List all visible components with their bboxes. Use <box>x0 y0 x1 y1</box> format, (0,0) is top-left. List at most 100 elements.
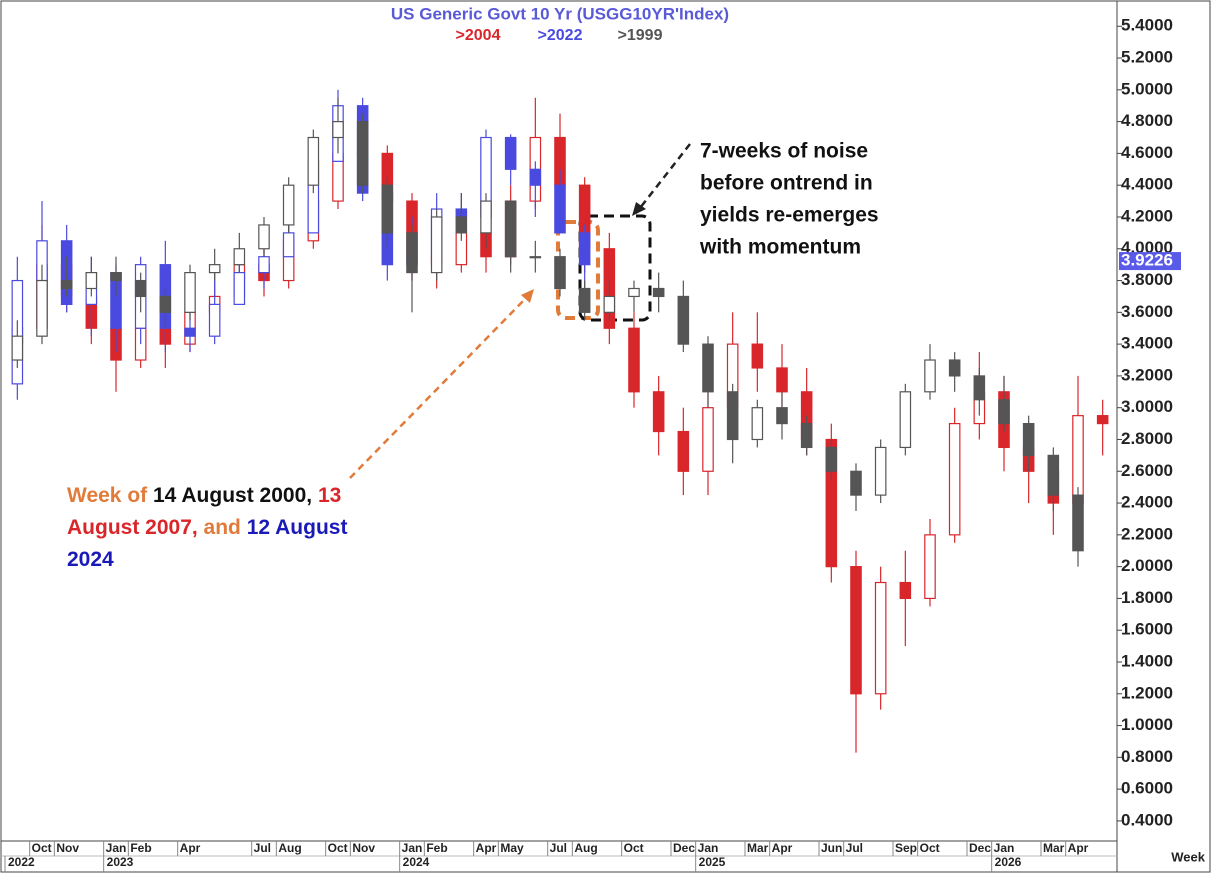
candle-body <box>258 224 270 250</box>
annotation-line: before ontrend in <box>700 172 873 195</box>
annotation-line: yields re-emerges <box>700 204 879 227</box>
x-tick-label: Apr <box>772 841 793 855</box>
x-tick-label: Jan <box>994 841 1015 855</box>
candle-body <box>36 279 48 337</box>
x-tick-label: Feb <box>426 841 447 855</box>
candle-body <box>11 335 24 361</box>
candle-body <box>850 566 862 695</box>
x-tick-label: Aug <box>278 841 301 855</box>
y-tick-label: 3.0000 <box>1121 397 1173 416</box>
y-tick-label: 2.2000 <box>1121 524 1173 543</box>
candle-body <box>406 232 418 274</box>
y-tick-label: 2.6000 <box>1121 461 1173 480</box>
candle-body <box>110 272 122 282</box>
candle-body <box>554 256 566 290</box>
candle-body <box>332 121 344 139</box>
annotation-part: Week of <box>67 484 153 507</box>
y-tick-label: 1.8000 <box>1121 588 1173 607</box>
candle-body <box>578 287 591 313</box>
candle-body <box>208 264 221 274</box>
candle-body <box>948 359 961 377</box>
candle-body <box>1022 422 1035 456</box>
x-tick-label: Jan <box>402 841 423 855</box>
legend-entry: >2004 <box>456 27 501 44</box>
candle-body <box>677 430 690 472</box>
candle-body <box>504 136 517 170</box>
candle-body <box>924 359 936 393</box>
candle-body <box>307 136 320 186</box>
annotation: Week of 14 August 2000, 13 August 2007, … <box>67 480 377 576</box>
candle-body <box>1096 415 1109 425</box>
x-axis-label: Week <box>1171 849 1205 864</box>
x-tick-label: Jul <box>254 841 271 855</box>
candle-body <box>948 422 961 536</box>
y-tick-label: 4.6000 <box>1121 143 1173 162</box>
y-tick-label: 0.4000 <box>1121 810 1173 829</box>
candle-body <box>282 232 295 258</box>
y-tick-label: 3.4000 <box>1121 334 1173 353</box>
candle-body <box>751 343 764 369</box>
annotation-line: with momentum <box>699 236 861 259</box>
x-tick-label: Apr <box>1068 841 1089 855</box>
y-tick-label: 2.8000 <box>1121 429 1173 448</box>
x-year-label: 2026 <box>995 855 1022 869</box>
y-tick-label: 4.2000 <box>1121 206 1173 225</box>
candle-body <box>603 295 616 313</box>
x-tick-label: Jul <box>550 841 567 855</box>
x-tick-label: Jan <box>698 841 719 855</box>
candle-body <box>455 216 468 234</box>
y-tick-label: 1.0000 <box>1121 715 1173 734</box>
candle-body <box>233 272 246 305</box>
x-tick-label: Mar <box>747 841 769 855</box>
y-tick-label: 4.8000 <box>1121 111 1173 130</box>
candle-body <box>60 279 73 290</box>
x-tick-label: Oct <box>32 841 52 855</box>
y-tick-label: 1.6000 <box>1121 620 1173 639</box>
candle-body <box>924 534 936 600</box>
candle-body <box>159 295 172 313</box>
y-tick-label: 5.2000 <box>1121 48 1173 67</box>
y-tick-label: 5.4000 <box>1121 16 1173 35</box>
y-tick-label: 3.8000 <box>1121 270 1173 289</box>
candle-body <box>1072 494 1084 552</box>
x-tick-label: Jun <box>821 841 842 855</box>
annotation-part: 14 August 2000, <box>152 484 318 507</box>
annotation-part: 12 August 2024 <box>67 516 348 571</box>
candle-body <box>356 121 369 186</box>
x-tick-label: Oct <box>624 841 644 855</box>
x-year-label: 2023 <box>107 855 134 869</box>
candle-body <box>702 407 714 472</box>
candle-body <box>850 470 862 496</box>
x-tick-label: Jul <box>846 841 863 855</box>
candle-body <box>776 367 788 393</box>
last-value-label: 3.9226 <box>1121 251 1173 270</box>
candle-body <box>578 232 591 266</box>
x-tick-label: Nov <box>352 841 375 855</box>
candle-body <box>776 407 788 425</box>
y-tick-label: 0.6000 <box>1121 779 1173 798</box>
candle-body <box>85 272 98 290</box>
candle-body <box>628 287 640 298</box>
x-tick-label: Oct <box>328 841 348 855</box>
candle-body <box>652 391 665 433</box>
y-tick-label: 4.4000 <box>1121 175 1173 194</box>
candle-body <box>258 256 270 274</box>
candle-body <box>233 248 246 266</box>
candle-body <box>751 407 764 441</box>
annotation-line: 7-weeks of noise <box>700 140 868 163</box>
candle-body <box>628 327 640 393</box>
x-tick-label: May <box>500 841 524 855</box>
x-tick-label: Feb <box>130 841 151 855</box>
x-year-label: 2025 <box>699 855 726 869</box>
candle-body <box>184 272 196 313</box>
arrow <box>349 295 529 479</box>
candle-body <box>874 581 887 695</box>
annotation-part: and <box>203 516 247 539</box>
candle-body <box>529 256 542 259</box>
x-tick-label: Oct <box>920 841 940 855</box>
x-tick-label: Nov <box>56 841 79 855</box>
y-tick-label: 3.6000 <box>1121 302 1173 321</box>
